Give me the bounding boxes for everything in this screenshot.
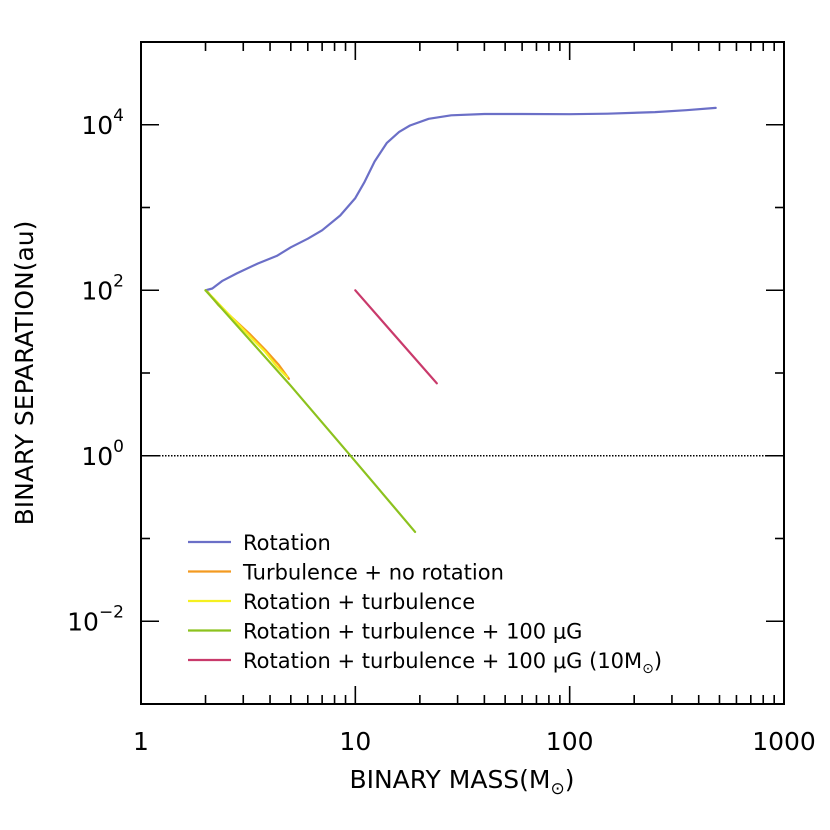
x-tick-label: 10 (339, 727, 371, 756)
series-line-4 (204, 289, 417, 534)
y-tick-label: 102 (81, 271, 124, 305)
y-tick-label: 10−2 (67, 602, 124, 636)
x-axis-title-sub: ⊙ (551, 779, 565, 799)
legend-label: Rotation + turbulence (243, 590, 475, 614)
y-tick-base: 10 (81, 276, 113, 305)
legend-label: Rotation + turbulence + 100 μG (243, 620, 582, 644)
y-tick-exponent: 2 (113, 271, 124, 291)
series-line-1 (204, 106, 717, 292)
x-tick-label: 100 (546, 727, 594, 756)
y-tick-label: 100 (81, 437, 124, 471)
x-tick-label: 1 (133, 727, 149, 756)
y-tick-exponent: 0 (113, 437, 124, 457)
legend-label: Rotation + turbulence + 100 μG (10M⊙) (243, 649, 662, 677)
legend-label-close: ) (654, 649, 662, 673)
legend: Rotation Turbulence + no rotation Rotation… (188, 531, 662, 677)
axis-ticks (140, 41, 785, 705)
y-axis-title: BINARY SEPARATION(au) (10, 221, 39, 526)
legend-label: Turbulence + no rotation (242, 561, 504, 585)
y-tick-base: 10 (81, 442, 113, 471)
legend-label-text: Rotation + turbulence + 100 μG (10M (243, 649, 642, 673)
x-axis-title-end: ) (565, 765, 575, 794)
legend-label-text: Rotation (243, 531, 331, 555)
y-tick-base: 10 (67, 607, 99, 636)
y-tick-exponent: 4 (113, 106, 124, 126)
legend-label-subscript: ⊙ (642, 661, 654, 677)
y-tick-base: 10 (81, 111, 113, 140)
y-tick-label: 104 (81, 106, 124, 140)
x-axis-title-main: BINARY MASS(M (349, 765, 550, 794)
series-line-5 (354, 289, 438, 385)
y-tick-exponent: −2 (99, 602, 124, 622)
legend-label-text: Rotation + turbulence (243, 590, 475, 614)
legend-label-text: Turbulence + no rotation (242, 561, 504, 585)
legend-label-text: Rotation + turbulence + 100 μG (243, 620, 582, 644)
x-tick-label: 1000 (752, 727, 816, 756)
legend-label: Rotation (243, 531, 331, 555)
series-group (204, 106, 717, 534)
x-axis-title: BINARY MASS(M⊙) (349, 765, 574, 799)
